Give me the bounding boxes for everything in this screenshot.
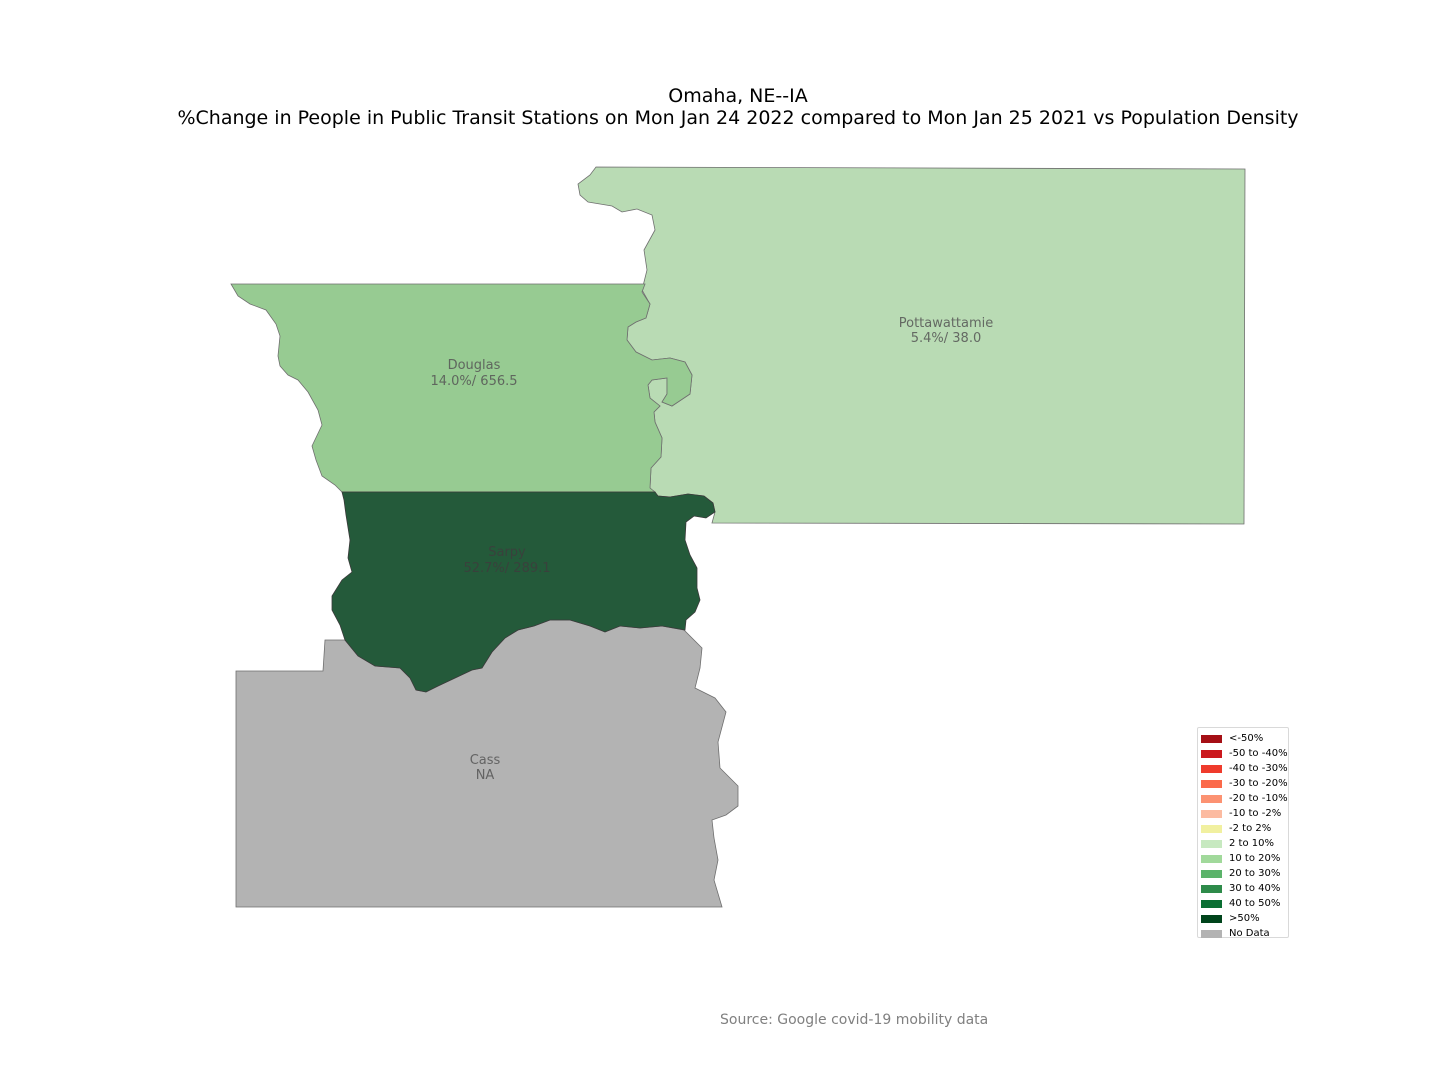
legend-item: -50 to -40% <box>1201 746 1288 761</box>
legend-item: 30 to 40% <box>1201 881 1288 896</box>
legend-swatch <box>1201 899 1222 908</box>
legend-label: 40 to 50% <box>1229 898 1281 909</box>
legend-swatch <box>1201 794 1222 803</box>
sarpy-name-label: Sarpy <box>488 545 526 560</box>
legend-swatch <box>1201 749 1222 758</box>
legend-swatch <box>1201 854 1222 863</box>
cass-name-label: Cass <box>470 753 501 768</box>
legend-label: -30 to -20% <box>1229 778 1288 789</box>
legend-swatch <box>1201 884 1222 893</box>
pottawattamie-name-label: Pottawattamie <box>899 316 994 331</box>
legend-label: 2 to 10% <box>1229 838 1274 849</box>
legend-label: -10 to -2% <box>1229 808 1282 819</box>
legend-item: >50% <box>1201 911 1288 926</box>
legend-label: 30 to 40% <box>1229 883 1281 894</box>
county-douglas[interactable] <box>230 283 693 493</box>
legend-item: 2 to 10% <box>1201 836 1288 851</box>
legend-label: >50% <box>1229 913 1260 924</box>
legend-swatch <box>1201 839 1222 848</box>
map-legend: <-50% -50 to -40% -40 to -30% -30 to -20% -2… <box>1197 727 1289 941</box>
douglas-name-label: Douglas <box>448 358 501 373</box>
legend-label: No Data <box>1229 928 1270 939</box>
legend-item: No Data <box>1201 926 1288 941</box>
legend-swatch <box>1201 734 1222 743</box>
legend-swatch <box>1201 779 1222 788</box>
legend-label: -2 to 2% <box>1229 823 1272 834</box>
legend-swatch <box>1201 929 1222 938</box>
legend-item: -10 to -2% <box>1201 806 1288 821</box>
legend-label: 20 to 30% <box>1229 868 1281 879</box>
legend-swatch <box>1201 869 1222 878</box>
map-subtitle: %Change in People in Public Transit Stat… <box>177 107 1299 129</box>
county-sarpy[interactable] <box>331 491 716 693</box>
legend-item: <-50% <box>1201 731 1288 746</box>
pottawattamie-value-label: 5.4%/ 38.0 <box>911 331 981 346</box>
legend-item: -20 to -10% <box>1201 791 1288 806</box>
legend-label: 10 to 20% <box>1229 853 1281 864</box>
legend-item: 40 to 50% <box>1201 896 1288 911</box>
legend-label: -20 to -10% <box>1229 793 1288 804</box>
legend-item: -40 to -30% <box>1201 761 1288 776</box>
cass-value-label: NA <box>476 768 495 783</box>
legend-item: 20 to 30% <box>1201 866 1288 881</box>
legend-swatch <box>1201 824 1222 833</box>
map-title: Omaha, NE--IA <box>668 85 808 107</box>
legend-swatch <box>1201 764 1222 773</box>
legend-label: <-50% <box>1229 733 1264 744</box>
legend-label: -50 to -40% <box>1229 748 1288 759</box>
legend-swatch <box>1201 914 1222 923</box>
douglas-value-label: 14.0%/ 656.5 <box>430 374 517 389</box>
legend-item: -30 to -20% <box>1201 776 1288 791</box>
sarpy-value-label: 52.7%/ 289.1 <box>463 561 550 576</box>
legend-item: -2 to 2% <box>1201 821 1288 836</box>
legend-label: -40 to -30% <box>1229 763 1288 774</box>
source-note: Source: Google covid-19 mobility data <box>720 1012 989 1028</box>
legend-swatch <box>1201 809 1222 818</box>
legend-item: 10 to 20% <box>1201 851 1288 866</box>
